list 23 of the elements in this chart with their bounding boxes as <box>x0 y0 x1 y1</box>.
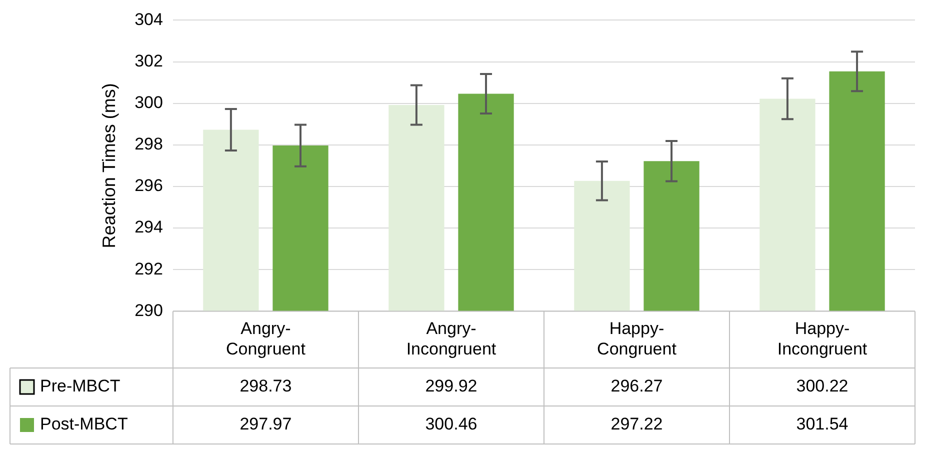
y-tick-label: 298 <box>134 134 163 154</box>
x-tick-label: Angry-Congruent <box>226 319 306 358</box>
data-label: 299.92 <box>425 376 478 396</box>
y-tick-label: 296 <box>134 176 163 196</box>
y-tick-label: 300 <box>134 93 163 112</box>
data-label: 296.27 <box>610 376 663 396</box>
y-tick-label: 290 <box>134 300 163 320</box>
y-tick-label: 304 <box>134 10 163 29</box>
x-tick-label: Happy-Incongruent <box>777 319 868 358</box>
legend-label: Pre-MBCT <box>40 376 120 396</box>
x-tick-label: Happy-Congruent <box>597 319 677 358</box>
y-tick-label: 294 <box>134 218 163 237</box>
y-axis-title: Reaction Times (ms) <box>98 83 119 248</box>
data-label: 300.22 <box>796 376 848 396</box>
y-tick-label: 302 <box>134 51 163 70</box>
data-label: 301.54 <box>796 414 848 434</box>
x-tick-label: Angry-Incongruent <box>406 319 496 358</box>
legend-label: Post-MBCT <box>40 414 128 434</box>
data-label: 298.73 <box>240 376 292 396</box>
data-label: 297.22 <box>610 414 663 434</box>
data-label: 300.46 <box>425 414 478 434</box>
y-tick-label: 292 <box>134 259 163 278</box>
data-label: 297.97 <box>240 414 292 434</box>
